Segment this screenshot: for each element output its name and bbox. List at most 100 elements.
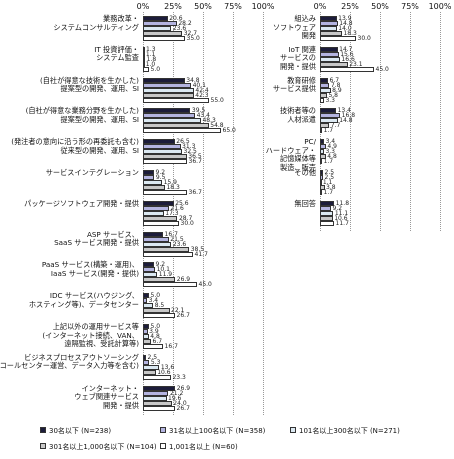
bar bbox=[143, 56, 146, 62]
bar bbox=[320, 92, 327, 98]
value-label: 14.8 bbox=[339, 20, 353, 27]
bar bbox=[143, 303, 154, 309]
bar bbox=[320, 144, 326, 150]
bar bbox=[143, 185, 165, 190]
bar bbox=[143, 66, 149, 72]
category-label: ビジネスプロセスアウトソーシング (コールセンター運営、データ入力等を含む) bbox=[0, 352, 139, 371]
value-label: 41.7 bbox=[194, 250, 208, 258]
value-label: 7.8 bbox=[330, 81, 341, 89]
value-label: 39.5 bbox=[191, 107, 206, 115]
value-label: 30.0 bbox=[357, 35, 371, 42]
category-label: (自社が得意な業務分野を生かした) 提案型の開発、運用、SI bbox=[25, 106, 139, 124]
value-label: 3.4 bbox=[148, 297, 159, 305]
x-tick-label: 100% bbox=[428, 2, 452, 11]
value-label: 14.0 bbox=[338, 25, 352, 32]
category-label: 教育研修 サービス提供 bbox=[272, 75, 316, 94]
value-label: 23.6 bbox=[172, 240, 187, 248]
value-label: 3.3 bbox=[325, 96, 335, 104]
value-label: 8.5 bbox=[154, 302, 165, 310]
value-label: 9.2 bbox=[155, 261, 166, 269]
bar bbox=[143, 205, 169, 211]
value-label: 26.9 bbox=[176, 276, 191, 284]
value-label: 34.8 bbox=[186, 76, 200, 84]
category-label: その他 bbox=[294, 168, 316, 177]
category-label: PC/ ハードウェア・ 記憶媒体等 製造、販売 bbox=[265, 137, 316, 172]
value-label: 2.5 bbox=[324, 174, 335, 181]
bar bbox=[143, 329, 148, 334]
bar bbox=[143, 154, 187, 160]
bar bbox=[320, 210, 334, 216]
bar bbox=[143, 21, 177, 26]
bar bbox=[143, 118, 201, 124]
bar bbox=[320, 190, 323, 195]
value-label: 24.0 bbox=[173, 399, 187, 407]
category-label: IoT 関連 サービスの 開発・提供 bbox=[280, 44, 316, 71]
value-label: 20.6 bbox=[169, 15, 183, 22]
bar bbox=[143, 210, 164, 216]
value-label: 22.1 bbox=[171, 307, 185, 315]
value-label: 42.3 bbox=[195, 91, 209, 99]
value-label: 2.5 bbox=[324, 169, 335, 176]
bar bbox=[320, 97, 324, 103]
legend-swatch bbox=[40, 427, 46, 433]
bar bbox=[143, 61, 145, 67]
grid-line bbox=[233, 12, 234, 416]
grid-line bbox=[203, 12, 204, 416]
bar bbox=[320, 205, 332, 211]
category-label: 業務改革・ システムコンサルティング bbox=[53, 14, 139, 32]
bar bbox=[143, 36, 185, 41]
bar bbox=[320, 82, 330, 88]
value-label: 26.7 bbox=[176, 404, 190, 412]
value-label: 21.6 bbox=[170, 204, 184, 212]
bar bbox=[320, 87, 331, 93]
x-tick-label: 25% bbox=[341, 2, 359, 11]
value-label: 18.3 bbox=[343, 30, 357, 37]
bar bbox=[143, 334, 149, 339]
value-label: 16.7 bbox=[164, 343, 178, 350]
category-label: (自社が得意な技術を生かした) 提案型の開発、運用、SI bbox=[39, 75, 139, 94]
bar bbox=[143, 267, 156, 273]
bar bbox=[143, 282, 197, 288]
grid-line bbox=[440, 12, 441, 231]
category-label: 無回答 bbox=[294, 198, 316, 208]
bar bbox=[320, 31, 342, 36]
value-label: 1.7 bbox=[323, 158, 334, 166]
value-label: 28.7 bbox=[178, 214, 193, 222]
value-label: 18.3 bbox=[166, 184, 180, 191]
bar bbox=[143, 87, 194, 93]
x-tick-label: 75% bbox=[401, 2, 419, 11]
bar bbox=[143, 405, 176, 411]
value-label: 11.7 bbox=[335, 219, 349, 227]
bar bbox=[320, 170, 323, 175]
value-label: 6.7 bbox=[152, 338, 163, 345]
value-label: 13.4 bbox=[337, 107, 351, 115]
bar bbox=[143, 308, 170, 314]
bar bbox=[320, 180, 322, 185]
bar bbox=[143, 220, 179, 226]
value-label: 10.1 bbox=[156, 266, 170, 274]
value-label: 9.2 bbox=[332, 204, 343, 212]
x-tick-label: 25% bbox=[164, 2, 182, 11]
category-label: PaaS サービス(構築・運用)、 IaaS サービス(開発・提供) bbox=[41, 260, 139, 278]
bar bbox=[143, 31, 183, 36]
value-label: 16.8 bbox=[341, 112, 356, 120]
value-label: 13.6 bbox=[160, 363, 175, 371]
value-label: 11.1 bbox=[334, 209, 349, 217]
bar bbox=[143, 400, 172, 406]
grid-line bbox=[173, 12, 174, 416]
bar bbox=[143, 374, 171, 380]
x-tick-label: 75% bbox=[224, 2, 242, 11]
bar bbox=[143, 16, 168, 21]
value-label: 36.5 bbox=[188, 153, 202, 161]
value-label: 48.3 bbox=[202, 117, 216, 125]
legend-label: 1,001名以上 (N=60) bbox=[169, 443, 238, 451]
value-label: 36.7 bbox=[188, 158, 202, 166]
bar bbox=[143, 128, 221, 134]
bar bbox=[143, 231, 164, 237]
bar bbox=[320, 61, 348, 67]
value-label: 23.1 bbox=[349, 60, 363, 68]
bar bbox=[320, 128, 323, 134]
bar bbox=[143, 364, 160, 370]
value-label: 1.8 bbox=[146, 55, 157, 63]
